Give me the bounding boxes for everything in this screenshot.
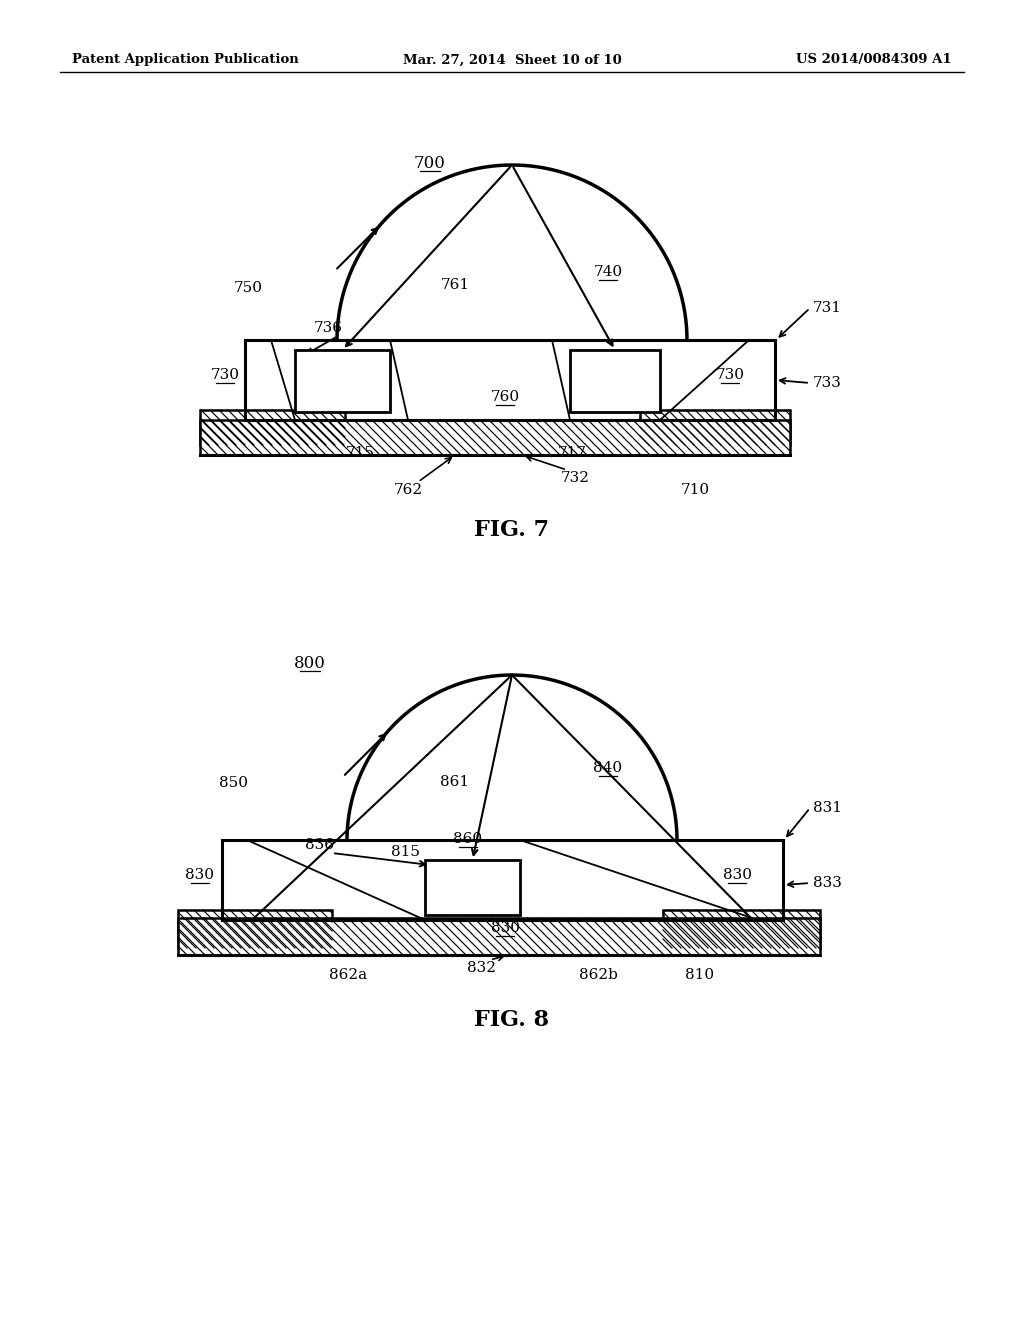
Text: 700: 700 xyxy=(414,154,445,172)
Text: 830: 830 xyxy=(723,869,752,882)
Bar xyxy=(425,861,520,915)
Text: 730: 730 xyxy=(211,368,240,381)
Text: 761: 761 xyxy=(440,279,470,292)
Bar xyxy=(178,909,332,948)
Text: Mar. 27, 2014  Sheet 10 of 10: Mar. 27, 2014 Sheet 10 of 10 xyxy=(402,54,622,66)
Bar xyxy=(295,350,390,412)
Text: 840: 840 xyxy=(594,762,623,775)
Bar xyxy=(200,411,345,445)
Text: 760: 760 xyxy=(490,389,519,404)
Text: 733: 733 xyxy=(813,376,842,389)
Bar xyxy=(663,909,820,948)
Text: 810: 810 xyxy=(685,968,715,982)
Text: 833: 833 xyxy=(813,876,842,890)
Text: 860: 860 xyxy=(454,832,482,846)
Text: US 2014/0084309 A1: US 2014/0084309 A1 xyxy=(797,54,952,66)
Text: 832: 832 xyxy=(468,961,497,975)
Text: 815: 815 xyxy=(391,845,421,859)
Text: 830: 830 xyxy=(185,869,214,882)
Text: 740: 740 xyxy=(594,265,623,279)
Text: 862b: 862b xyxy=(579,968,617,982)
Text: 731: 731 xyxy=(813,301,842,315)
Bar xyxy=(570,350,660,412)
Text: FIG. 7: FIG. 7 xyxy=(474,519,550,541)
Bar xyxy=(640,411,790,445)
Text: 830: 830 xyxy=(490,921,519,935)
Text: 850: 850 xyxy=(218,776,248,789)
Text: 722: 722 xyxy=(600,362,630,375)
Text: 831: 831 xyxy=(813,801,842,814)
Text: 730: 730 xyxy=(716,368,744,381)
Text: 836: 836 xyxy=(305,838,335,851)
Text: 820: 820 xyxy=(458,870,487,884)
Text: 736: 736 xyxy=(313,321,342,335)
Text: 717: 717 xyxy=(557,446,587,459)
Text: Patent Application Publication: Patent Application Publication xyxy=(72,54,299,66)
Text: 732: 732 xyxy=(560,471,590,484)
Bar xyxy=(178,917,820,954)
Text: 750: 750 xyxy=(233,281,262,294)
Bar xyxy=(200,420,790,455)
Text: 715: 715 xyxy=(345,446,375,459)
Text: 862a: 862a xyxy=(329,968,367,982)
Text: FIG. 8: FIG. 8 xyxy=(474,1008,550,1031)
Text: 762: 762 xyxy=(393,483,423,498)
Text: 861: 861 xyxy=(440,775,470,789)
Text: 720: 720 xyxy=(328,362,357,375)
Text: 800: 800 xyxy=(294,655,326,672)
Text: 710: 710 xyxy=(680,483,710,498)
